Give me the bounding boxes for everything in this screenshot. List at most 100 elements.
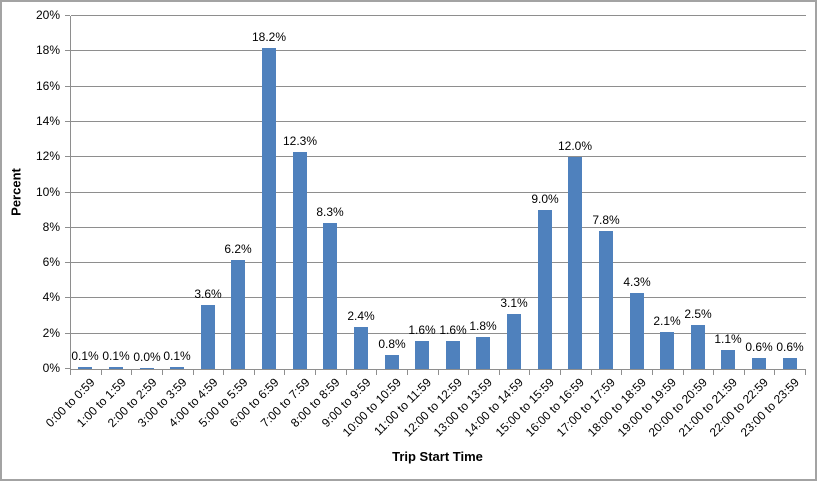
bar (630, 293, 644, 369)
x-axis-tick (284, 370, 285, 375)
gridline (71, 332, 806, 334)
y-axis-tick-label: 0% (42, 361, 60, 375)
x-axis-tick (438, 370, 439, 375)
data-label: 0.1% (163, 349, 191, 363)
x-axis-tick (254, 370, 255, 375)
y-axis-tick (65, 85, 70, 87)
y-axis-tick (65, 191, 70, 193)
bar (691, 325, 705, 369)
y-axis-tick-label: 16% (35, 78, 60, 93)
y-axis-tick (65, 297, 70, 299)
data-label: 0.6% (745, 340, 773, 354)
gridline (71, 120, 806, 122)
data-label: 12.3% (282, 134, 318, 148)
gridline (71, 50, 806, 52)
x-axis-tick (315, 370, 316, 375)
x-axis-tick (560, 370, 561, 375)
gridline (71, 85, 806, 87)
y-axis-tick (65, 226, 70, 228)
plot-area (70, 15, 806, 370)
bar (783, 358, 797, 369)
data-label: 0.6% (776, 340, 804, 354)
x-axis-tick (621, 370, 622, 375)
bar (507, 314, 521, 369)
y-axis-tick (65, 156, 70, 158)
gridline (71, 262, 806, 264)
x-axis-tick (591, 370, 592, 375)
y-axis-tick (65, 262, 70, 264)
bar (354, 327, 368, 369)
x-axis-tick (162, 370, 163, 375)
bar (231, 260, 245, 369)
data-label: 2.4% (347, 309, 375, 323)
x-axis-tick (805, 370, 806, 375)
x-axis-tick (468, 370, 469, 375)
data-label: 7.8% (592, 213, 620, 227)
y-axis-tick-label: 12% (35, 149, 60, 164)
y-axis-tick (65, 368, 70, 369)
x-axis-tick (193, 370, 194, 375)
bar (415, 341, 429, 369)
bar (293, 152, 307, 369)
x-axis-tick (407, 370, 408, 375)
y-axis-tick (65, 332, 70, 334)
bar (109, 367, 123, 369)
gridline (71, 156, 806, 158)
y-axis-tick (65, 50, 70, 52)
bar (476, 337, 490, 369)
x-axis-tick (499, 370, 500, 375)
y-axis-tick (65, 120, 70, 122)
x-axis-tick (652, 370, 653, 375)
gridline (71, 191, 806, 193)
x-axis-tick (744, 370, 745, 375)
x-axis-tick (713, 370, 714, 375)
data-label: 6.2% (224, 242, 252, 256)
x-axis-tick (131, 370, 132, 375)
y-axis-tick-label: 18% (35, 43, 60, 58)
x-axis-tick (774, 370, 775, 375)
bar (752, 358, 766, 369)
bar (721, 350, 735, 369)
data-label: 2.5% (684, 307, 712, 321)
x-axis-title: Trip Start Time (392, 449, 483, 464)
bar (201, 305, 215, 369)
data-label: 1.8% (469, 319, 497, 333)
bar (538, 210, 552, 369)
data-label: 18.2% (251, 30, 287, 44)
data-label: 9.0% (531, 192, 559, 206)
data-label: 1.1% (714, 332, 742, 346)
y-axis-tick (65, 15, 70, 16)
y-axis-tick-label: 20% (35, 8, 60, 22)
data-label: 2.1% (653, 314, 681, 328)
y-axis-tick-label: 10% (35, 184, 60, 199)
y-axis-tick-label: 2% (42, 325, 60, 340)
x-axis-tick (683, 370, 684, 375)
y-axis-tick-label: 8% (42, 219, 60, 234)
data-label: 0.8% (378, 337, 406, 351)
data-label: 0.1% (71, 349, 99, 363)
y-axis-tick-label: 6% (42, 255, 60, 270)
bar (170, 367, 184, 369)
gridline (71, 297, 806, 299)
data-label: 12.0% (557, 139, 593, 153)
gridline (71, 226, 806, 228)
bar (660, 332, 674, 369)
bar (262, 48, 276, 369)
data-label: 3.6% (194, 287, 222, 301)
bar (385, 355, 399, 369)
gridline (71, 15, 806, 16)
data-label: 1.6% (408, 323, 436, 337)
bar (599, 231, 613, 369)
y-axis-tick-label: 4% (42, 290, 60, 305)
x-axis-tick (376, 370, 377, 375)
bar (323, 223, 337, 369)
data-label: 0.0% (133, 350, 161, 364)
bar (446, 341, 460, 369)
y-axis-tick-label: 14% (35, 113, 60, 128)
bar (140, 368, 154, 369)
data-label: 1.6% (439, 323, 467, 337)
data-label: 0.1% (102, 349, 130, 363)
x-axis-tick (223, 370, 224, 375)
data-label: 8.3% (316, 205, 344, 219)
